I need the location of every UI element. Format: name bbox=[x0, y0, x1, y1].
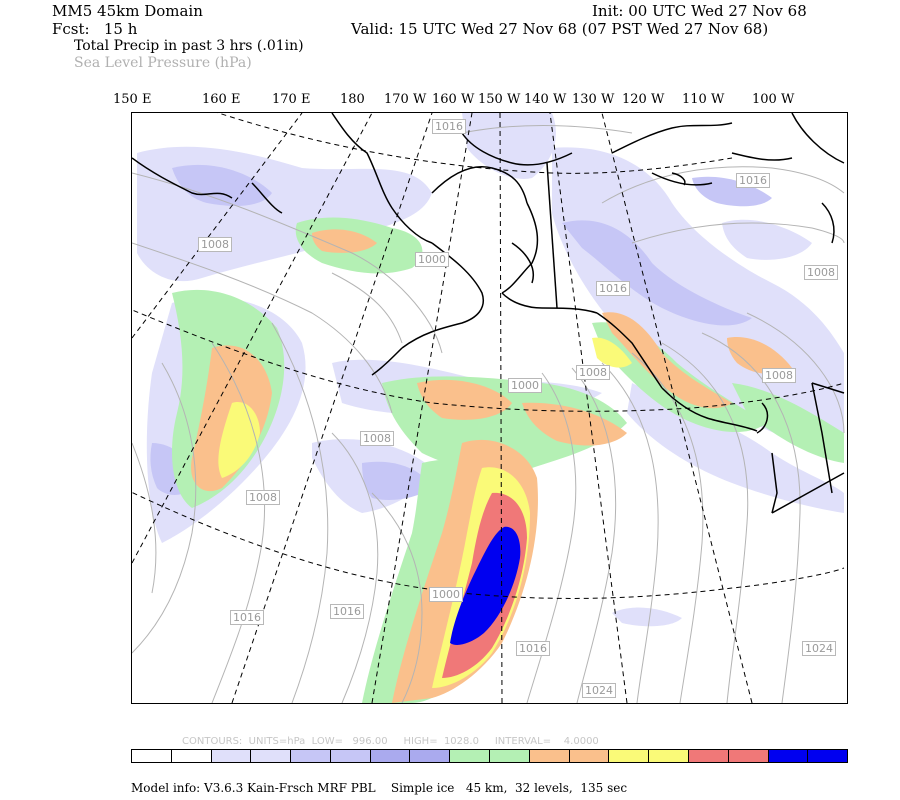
pressure-label: 1016 bbox=[596, 281, 630, 296]
model-info: Model info: V3.6.3 Kain-Frsch MRF PBL Si… bbox=[131, 781, 628, 795]
pressure-label: 1008 bbox=[198, 237, 232, 252]
pressure-label: 1024 bbox=[582, 683, 616, 698]
color-scale-swatch bbox=[529, 750, 570, 762]
pressure-contours bbox=[132, 125, 845, 703]
contour-units: UNITS=hPa bbox=[248, 736, 306, 747]
precip-blue bbox=[450, 526, 521, 645]
lon-label: 180 bbox=[340, 92, 365, 107]
pressure-label: 1008 bbox=[246, 490, 280, 505]
lon-label: 140 W bbox=[524, 92, 567, 107]
lon-label: 110 W bbox=[682, 92, 725, 107]
color-scale-swatch bbox=[569, 750, 610, 762]
political-borders bbox=[546, 162, 845, 514]
pressure-label: 1016 bbox=[736, 173, 770, 188]
pressure-label: 1008 bbox=[360, 431, 394, 446]
lon-label: 100 W bbox=[752, 92, 795, 107]
init-time: Init: 00 UTC Wed 27 Nov 68 bbox=[592, 2, 807, 20]
color-scale-swatch bbox=[132, 750, 172, 762]
pressure-label: 1000 bbox=[429, 587, 463, 602]
lon-label: 150 E bbox=[113, 92, 152, 107]
pressure-label: 1008 bbox=[804, 265, 838, 280]
color-scale-swatch bbox=[768, 750, 809, 762]
contour-low: LOW= 996.00 bbox=[311, 736, 388, 747]
valid-time: Valid: 15 UTC Wed 27 Nov 68 (07 PST Wed … bbox=[351, 20, 769, 38]
color-scale-swatch bbox=[410, 750, 451, 762]
pressure-label: 1016 bbox=[230, 610, 264, 625]
map-panel[interactable]: 1016 1016 1008 1000 1008 1016 1008 1008 … bbox=[131, 112, 848, 704]
coastlines bbox=[132, 113, 845, 434]
contour-info: CONTOURS: UNITS=hPa LOW= 996.00 HIGH= 10… bbox=[182, 736, 599, 747]
contour-label: CONTOURS: bbox=[182, 736, 243, 747]
pressure-label: 1000 bbox=[415, 252, 449, 267]
color-scale-swatch bbox=[490, 750, 530, 762]
pressure-label: 1008 bbox=[762, 368, 796, 383]
color-scale-swatch bbox=[688, 750, 729, 762]
map-canvas bbox=[132, 113, 845, 703]
lat-lon-grid bbox=[132, 113, 845, 703]
color-scale-swatch bbox=[171, 750, 212, 762]
lon-label: 170 W bbox=[384, 92, 427, 107]
lon-label: 130 W bbox=[572, 92, 615, 107]
pressure-label: 1000 bbox=[508, 378, 542, 393]
color-scale-swatch bbox=[370, 750, 411, 762]
color-scale-swatch bbox=[808, 750, 848, 762]
pressure-label: 1024 bbox=[802, 641, 836, 656]
color-scale-swatch bbox=[291, 750, 331, 762]
domain-title: MM5 45km Domain bbox=[52, 2, 203, 20]
field-title-precip: Total Precip in past 3 hrs (.01in) bbox=[74, 38, 304, 54]
color-scale-swatch bbox=[251, 750, 292, 762]
color-scale-swatch bbox=[649, 750, 689, 762]
color-scale-swatch bbox=[211, 750, 252, 762]
field-title-pressure: Sea Level Pressure (hPa) bbox=[74, 55, 252, 71]
pressure-label: 1008 bbox=[576, 365, 610, 380]
precip-mid-blue bbox=[150, 164, 772, 500]
pressure-label: 1016 bbox=[516, 641, 550, 656]
color-scale-swatch bbox=[609, 750, 650, 762]
pressure-label: 1016 bbox=[330, 604, 364, 619]
lon-label: 160 W bbox=[432, 92, 475, 107]
lon-label: 160 E bbox=[202, 92, 241, 107]
lon-label: 170 E bbox=[272, 92, 311, 107]
color-scale-bar bbox=[131, 749, 848, 763]
contour-interval: INTERVAL= 4.0000 bbox=[494, 736, 599, 747]
lon-label: 150 W bbox=[478, 92, 521, 107]
forecast-hour: Fcst: 15 h bbox=[52, 20, 138, 38]
color-scale-swatch bbox=[728, 750, 769, 762]
color-scale-swatch bbox=[330, 750, 371, 762]
pressure-label: 1016 bbox=[432, 119, 466, 134]
lon-label: 120 W bbox=[622, 92, 665, 107]
contour-high: HIGH= 1028.0 bbox=[403, 736, 479, 747]
color-scale-swatch bbox=[450, 750, 491, 762]
